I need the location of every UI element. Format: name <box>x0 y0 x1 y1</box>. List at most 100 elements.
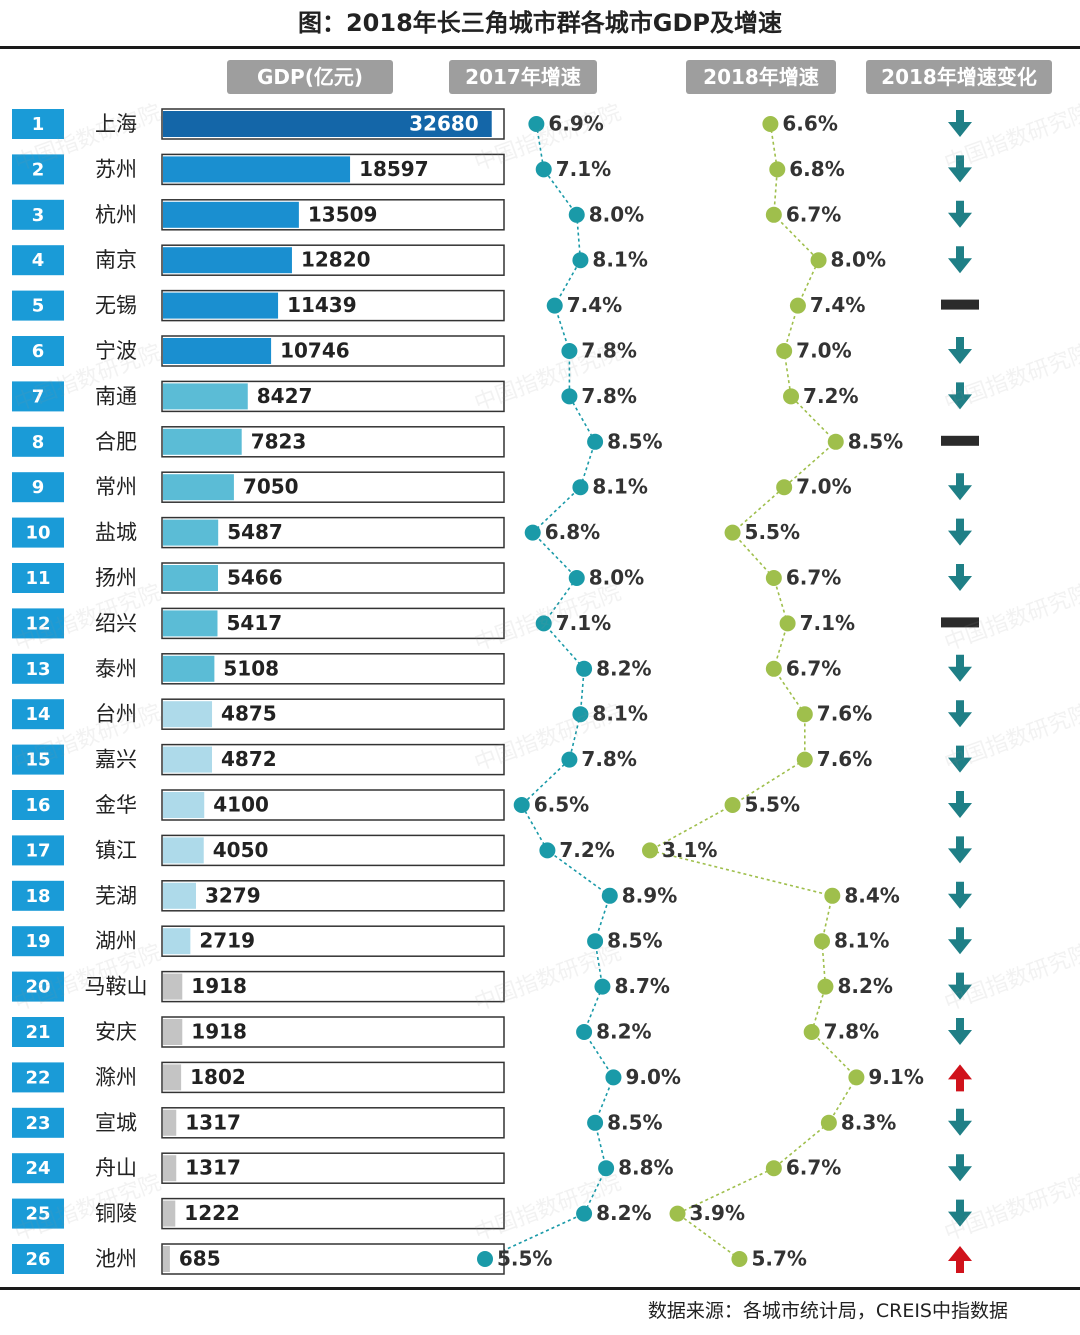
growth-2018-point <box>669 1205 686 1222</box>
source-note: 数据来源：各城市统计局，CREIS中指数据 <box>647 1300 1008 1322</box>
city-label: 宁波 <box>95 339 137 363</box>
arrow-up-icon <box>948 1064 972 1092</box>
rank-label: 23 <box>25 1113 50 1134</box>
rank-box <box>12 790 64 820</box>
rank-label: 16 <box>25 795 50 816</box>
header-growth-2018: 2018年增速 <box>686 60 836 94</box>
arrow-down-icon <box>948 1154 972 1182</box>
growth-2018-label: 8.4% <box>844 883 899 907</box>
gdp-bar <box>163 428 242 455</box>
growth-2017-point <box>528 116 545 132</box>
growth-2018-point <box>724 797 741 813</box>
arrow-down-icon <box>948 700 972 728</box>
rank-box <box>12 880 64 911</box>
growth-2018-point <box>820 1114 837 1131</box>
gdp-value-label: 1918 <box>191 974 247 998</box>
growth-2018-label: 7.0% <box>796 339 851 363</box>
growth-2018-point <box>814 933 830 950</box>
growth-2018-point <box>776 343 793 359</box>
rank-box <box>12 1107 64 1138</box>
growth-2017-point <box>601 887 618 904</box>
growth-2017-point <box>572 706 589 723</box>
growth-2018-label: 5.5% <box>745 520 800 544</box>
growth-2018-label: 8.0% <box>831 248 886 272</box>
city-label: 舟山 <box>95 1156 137 1180</box>
growth-2018-point <box>779 615 796 632</box>
growth-2017-point <box>535 615 552 632</box>
city-label: 嘉兴 <box>95 748 137 772</box>
rank-label: 3 <box>32 205 45 226</box>
header-growth-change: 2018年增速变化 <box>866 60 1052 94</box>
growth-2017-point <box>513 797 530 813</box>
growth-2017-point <box>576 1205 593 1222</box>
growth-2018-label: 7.2% <box>803 384 858 408</box>
growth-2018-label: 7.8% <box>824 1020 879 1044</box>
arrow-down-icon <box>948 564 972 591</box>
arrow-down-icon <box>948 1018 972 1045</box>
rank-box <box>12 971 64 1002</box>
growth-2017-label: 5.5% <box>497 1247 552 1271</box>
gdp-value-label: 5417 <box>226 611 282 635</box>
growth-2017-label: 8.2% <box>596 1201 651 1225</box>
growth-2017-point <box>561 388 578 405</box>
rank-box <box>12 426 64 457</box>
city-label: 滁州 <box>95 1065 137 1089</box>
growth-2017-point <box>587 1114 604 1131</box>
growth-2017-point <box>587 433 604 450</box>
rank-label: 25 <box>25 1204 50 1225</box>
city-label: 宣城 <box>95 1111 137 1135</box>
growth-2018-point <box>803 1024 820 1040</box>
gdp-bar <box>163 519 219 546</box>
growth-2018-point <box>765 1160 782 1177</box>
growth-2017-label: 8.8% <box>618 1156 673 1180</box>
growth-2017-label: 8.1% <box>592 475 647 499</box>
gdp-bar <box>163 338 272 364</box>
growth-2018-label: 7.4% <box>810 293 865 317</box>
city-label: 盐城 <box>95 521 137 545</box>
flat-marker <box>941 299 979 310</box>
growth-2018-point <box>765 206 782 223</box>
city-label: 常州 <box>95 475 137 499</box>
rank-label: 24 <box>25 1158 50 1179</box>
bar-frame <box>161 834 505 867</box>
city-label: 合肥 <box>95 430 137 454</box>
growth-2017-point <box>598 1160 615 1177</box>
growth-2018-point <box>642 842 658 859</box>
rank-label: 19 <box>25 931 50 952</box>
arrow-down-icon <box>948 881 972 909</box>
gdp-value-label: 5487 <box>227 520 283 544</box>
rank-box <box>12 517 64 548</box>
bar-frame <box>161 743 505 776</box>
rank-box <box>12 1017 64 1047</box>
gdp-value-label: 12820 <box>301 248 371 272</box>
gdp-bar <box>163 201 299 228</box>
arrow-down-icon <box>948 110 972 137</box>
gdp-bar <box>163 1064 182 1091</box>
growth-2018-point <box>824 887 841 904</box>
growth-2018-point <box>789 297 806 314</box>
growth-2018-point <box>783 388 800 405</box>
series-line-2017 <box>484 123 615 1260</box>
city-label: 镇江 <box>95 838 137 862</box>
city-label: 泰州 <box>95 657 137 681</box>
growth-2018-label: 8.2% <box>837 974 892 998</box>
growth-2017-label: 7.8% <box>581 339 636 363</box>
gdp-bar <box>163 474 234 501</box>
growth-2017-label: 7.1% <box>556 611 611 635</box>
rank-label: 20 <box>25 977 50 998</box>
arrow-down-icon <box>948 246 972 274</box>
header-growth-2017: 2017年增速 <box>449 60 597 94</box>
growth-2017-label: 7.4% <box>567 293 622 317</box>
growth-2018-label: 7.0% <box>796 475 851 499</box>
rank-label: 21 <box>25 1022 50 1043</box>
gdp-bar <box>163 655 215 682</box>
gdp-bar <box>163 1200 176 1227</box>
gdp-value-label: 1317 <box>185 1156 241 1180</box>
gdp-bar <box>163 610 218 637</box>
rank-label: 13 <box>25 659 50 680</box>
rank-label: 22 <box>25 1067 50 1088</box>
city-label: 安庆 <box>95 1020 137 1044</box>
growth-2017-point <box>546 297 563 314</box>
arrow-down-icon <box>948 382 972 410</box>
